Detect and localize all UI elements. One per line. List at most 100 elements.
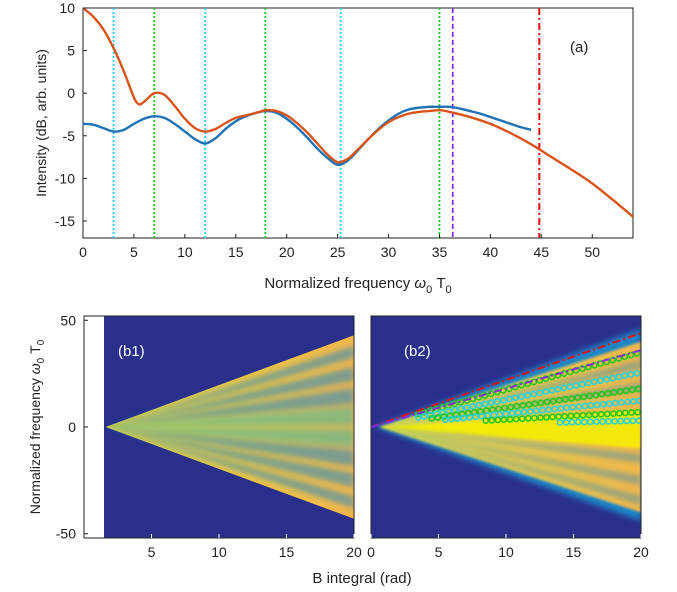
panel-b2-x-tick-label: 10 — [498, 544, 514, 560]
panel-b1-fan-band-1 — [105, 366, 354, 427]
panel-a-x-tick-label: 45 — [534, 244, 550, 260]
panel-b1-fan-band-2 — [105, 387, 354, 427]
panel-b2-marker-0 — [548, 373, 556, 381]
panel-b2-marker-5 — [580, 418, 588, 426]
panel-b2-marker-3 — [447, 415, 455, 423]
panel-b2-marker-2 — [574, 394, 581, 402]
panel-b2-marker-5 — [599, 418, 606, 425]
panel-b2-marker-4 — [616, 409, 623, 417]
panel-a-y-tick-label: -10 — [55, 170, 75, 186]
panel-b2-marker-3 — [551, 405, 558, 413]
panel-b2-marker-2 — [622, 387, 630, 395]
panel-b2-marker-1 — [578, 380, 586, 388]
panel-b2-marker-5 — [586, 418, 594, 426]
panel-b2-markers — [414, 350, 641, 426]
panel-b2-marker-4 — [518, 415, 526, 423]
panel-b2-marker-1 — [420, 412, 428, 420]
panel-b2-marker-5 — [568, 418, 576, 426]
panel-b2-marker-5 — [593, 418, 600, 426]
panel-b2-marker-1 — [548, 386, 556, 394]
panel-b2-marker-4 — [494, 416, 502, 424]
panel-a-x-ticks: 0 5 10 15 20 25 30 35 40 45 50 — [79, 234, 600, 260]
panel-b2-marker-1 — [633, 369, 641, 377]
panel-b2-marker-0 — [597, 360, 604, 367]
panel-a-y-tick-label: -15 — [55, 213, 75, 229]
panel-b2-marker-1 — [505, 395, 513, 403]
panel-b2-fan-band-3 — [381, 427, 641, 485]
panel-b1: (b1) 5 10 15 20 50 0 -50 Normalized frequency… — [27, 312, 362, 560]
panel-b2-marker-5 — [611, 417, 619, 425]
panel-b2-dashed-lines — [371, 332, 641, 428]
panel-a-x-tick-label: 25 — [330, 244, 346, 260]
panel-b2-marker-1 — [603, 375, 610, 383]
panel-b2-marker-3 — [545, 406, 552, 413]
panel-b2-dashed-line-1 — [371, 349, 641, 428]
panel-b2-marker-1 — [481, 400, 489, 408]
panel-b2-marker-3 — [587, 402, 595, 409]
panel-b2-marker-4 — [609, 410, 617, 417]
panel-b2-marker-3 — [611, 399, 619, 407]
panel-b2-x-ticks: 0 5 10 15 20 — [367, 534, 649, 560]
panel-b2-marker-1 — [433, 410, 440, 418]
panel-b2-marker-1 — [584, 379, 592, 387]
panel-b2-marker-3 — [618, 399, 625, 406]
panel-a-vertical-lines — [112, 8, 541, 238]
panel-b2-marker-1 — [530, 390, 538, 398]
panel-b2-marker-2 — [458, 410, 466, 418]
panel-b2-x-tick-label: 15 — [566, 544, 582, 560]
panel-b2: (b2) 0 5 10 15 20 B integral (rad) — [312, 315, 649, 587]
panel-b2-marker-1 — [487, 399, 495, 407]
panel-b2-marker-2 — [531, 400, 539, 408]
panel-b2-marker-3 — [441, 416, 449, 424]
panel-b2-marker-4 — [597, 410, 605, 418]
panel-b2-marker-2 — [562, 395, 569, 403]
panel-b2-marker-2 — [513, 402, 521, 410]
panel-b2-x-tick-label: 5 — [435, 544, 443, 560]
panel-b1-fan-envelope — [105, 335, 354, 519]
panel-a-label: (a) — [570, 39, 588, 56]
panel-b2-marker-2 — [543, 398, 551, 406]
panel-b1-x-tick-label: 10 — [211, 544, 227, 560]
panel-a-series-line-0 — [83, 105, 532, 166]
panel-b2-x-tick-label: 0 — [367, 544, 375, 560]
panel-b1-fan-band-4 — [105, 427, 354, 448]
panel-b1-y-ticks: 50 0 -50 — [56, 312, 88, 542]
panel-b2-fan-band-2 — [381, 427, 641, 463]
panel-b2-marker-4 — [537, 414, 544, 422]
panel-b2-marker-1 — [493, 398, 501, 405]
panel-b2-marker-4 — [500, 416, 508, 424]
panel-b2-x-axis-label: B integral (rad) — [312, 570, 411, 587]
panel-b2-marker-0 — [505, 385, 513, 393]
panel-b2-marker-1 — [414, 414, 422, 421]
panel-b2-marker-4 — [579, 411, 587, 419]
panel-b1-x-tick-label: 5 — [148, 544, 156, 560]
panel-b2-marker-3 — [508, 409, 516, 417]
panel-b1-fan-band-6 — [105, 427, 354, 488]
panel-a-x-tick-label: 50 — [584, 244, 600, 260]
panel-b2-marker-1 — [554, 385, 562, 393]
panel-b2-marker-1 — [469, 402, 477, 410]
panel-b2-marker-5 — [623, 417, 631, 425]
panel-b2-marker-1 — [572, 382, 580, 389]
panel-b2-marker-4 — [573, 412, 581, 420]
panel-b2-marker-3 — [630, 397, 637, 405]
panel-b2-marker-2 — [434, 414, 442, 421]
panel-b2-marker-3 — [526, 407, 534, 415]
panel-a-y-tick-label: -5 — [63, 128, 76, 144]
panel-b2-marker-1 — [609, 374, 617, 382]
panel-b2-marker-3 — [569, 403, 577, 411]
panel-b2-marker-4 — [603, 410, 611, 418]
panel-b1-fan-band-3 — [105, 406, 354, 427]
panel-b2-marker-0 — [627, 351, 635, 359]
panel-b2-marker-5 — [629, 417, 637, 425]
panel-b1-y-axis-label: Normalized frequency ω0 T0 — [27, 339, 47, 514]
panel-b1-white-strip — [84, 316, 104, 538]
panel-b2-marker-5 — [574, 418, 582, 426]
panel-b2-marker-2 — [604, 389, 612, 397]
panel-a-y-ticks: 10 5 0 -5 -10 -15 — [55, 0, 87, 229]
panel-b2-marker-1 — [499, 396, 507, 404]
panel-b2-heatmap — [375, 328, 641, 521]
panel-b2-marker-3 — [466, 413, 473, 421]
panel-a-series-line-1 — [83, 8, 633, 218]
